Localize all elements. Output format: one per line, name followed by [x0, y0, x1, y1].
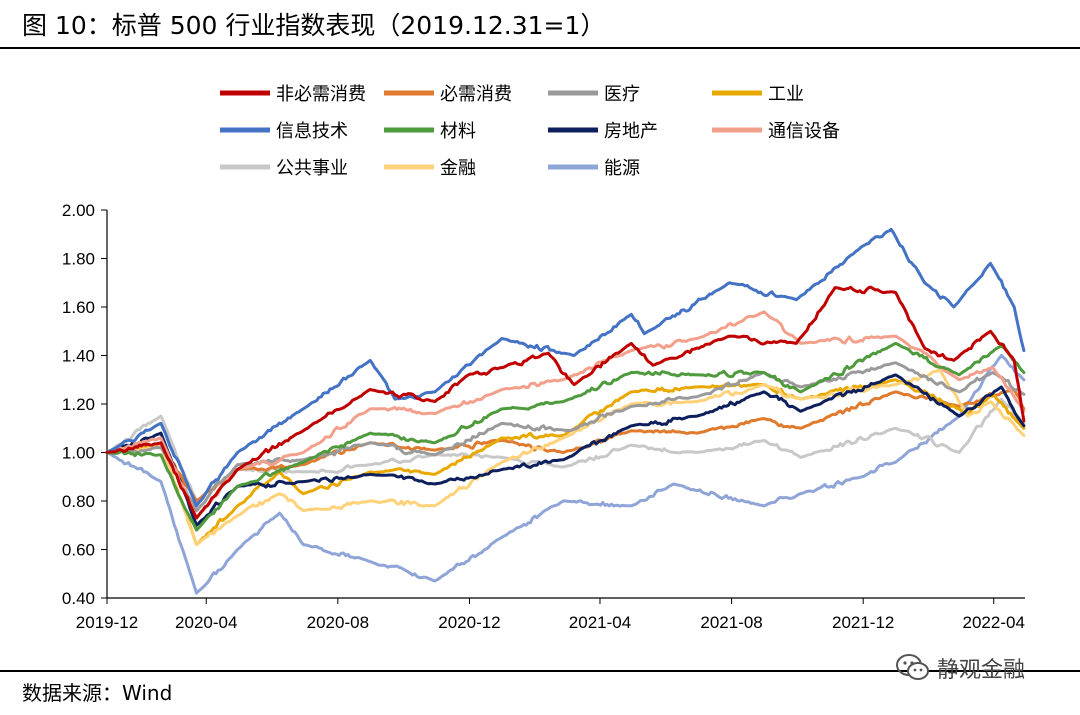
legend-label: 医疗: [604, 84, 640, 105]
x-tick-label: 2021-12: [832, 613, 894, 632]
x-tick-label: 2021-08: [700, 613, 762, 632]
legend-label: 金融: [440, 158, 476, 179]
watermark: 静观金融: [895, 651, 1025, 685]
figure-title: 图 10：标普 500 行业指数表现（2019.12.31=1）: [22, 11, 606, 40]
chart-axes: 0.40 0.60 0.80 1.00 1.20 1.40 1.60 1.80 2.00 2019…: [62, 201, 1025, 632]
wechat-icon: [896, 654, 929, 680]
series-line-11: [105, 354, 1026, 595]
y-tick-label: 1.00: [62, 444, 95, 463]
x-tick-label: 2020-04: [175, 613, 237, 632]
y-tick-label: 1.40: [62, 347, 95, 366]
series-line-5: [105, 227, 1026, 508]
source-note: 数据来源：Wind: [22, 681, 173, 705]
legend-label: 信息技术: [276, 121, 348, 142]
x-tick-label: 2020-08: [307, 613, 369, 632]
legend-label: 工业: [768, 84, 804, 105]
series-line-1: [105, 285, 1026, 520]
y-tick-label: 2.00: [62, 201, 95, 220]
x-tick-label: 2021-04: [569, 613, 631, 632]
plot-area: [105, 227, 1026, 595]
legend-label: 非必需消费: [276, 84, 366, 105]
x-tick-label: 2022-04: [963, 613, 1025, 632]
bottom-rule: [0, 670, 1080, 672]
series-line-10: [105, 368, 1026, 547]
top-rule: [0, 47, 1080, 49]
legend-label: 能源: [604, 158, 640, 179]
legend-label: 材料: [440, 121, 476, 142]
y-tick-label: 1.20: [62, 395, 95, 414]
series-line-7: [105, 373, 1026, 527]
y-tick-label: 0.40: [62, 589, 95, 608]
watermark-text: 静观金融: [937, 658, 1026, 683]
legend-label: 通信设备: [768, 121, 840, 142]
legend-label: 公共事业: [276, 158, 348, 179]
series-line-8: [105, 310, 1026, 520]
series-line-6: [105, 341, 1026, 532]
y-tick-label: 1.80: [62, 250, 95, 269]
legend-label: 房地产: [604, 121, 658, 142]
y-tick-label: 1.60: [62, 298, 95, 317]
x-tick-label: 2020-12: [438, 613, 500, 632]
legend-label: 必需消费: [440, 84, 512, 105]
x-tick-label: 2019-12: [76, 613, 138, 632]
y-tick-label: 0.80: [62, 492, 95, 511]
series-line-2: [105, 388, 1026, 503]
y-tick-label: 0.60: [62, 541, 95, 560]
